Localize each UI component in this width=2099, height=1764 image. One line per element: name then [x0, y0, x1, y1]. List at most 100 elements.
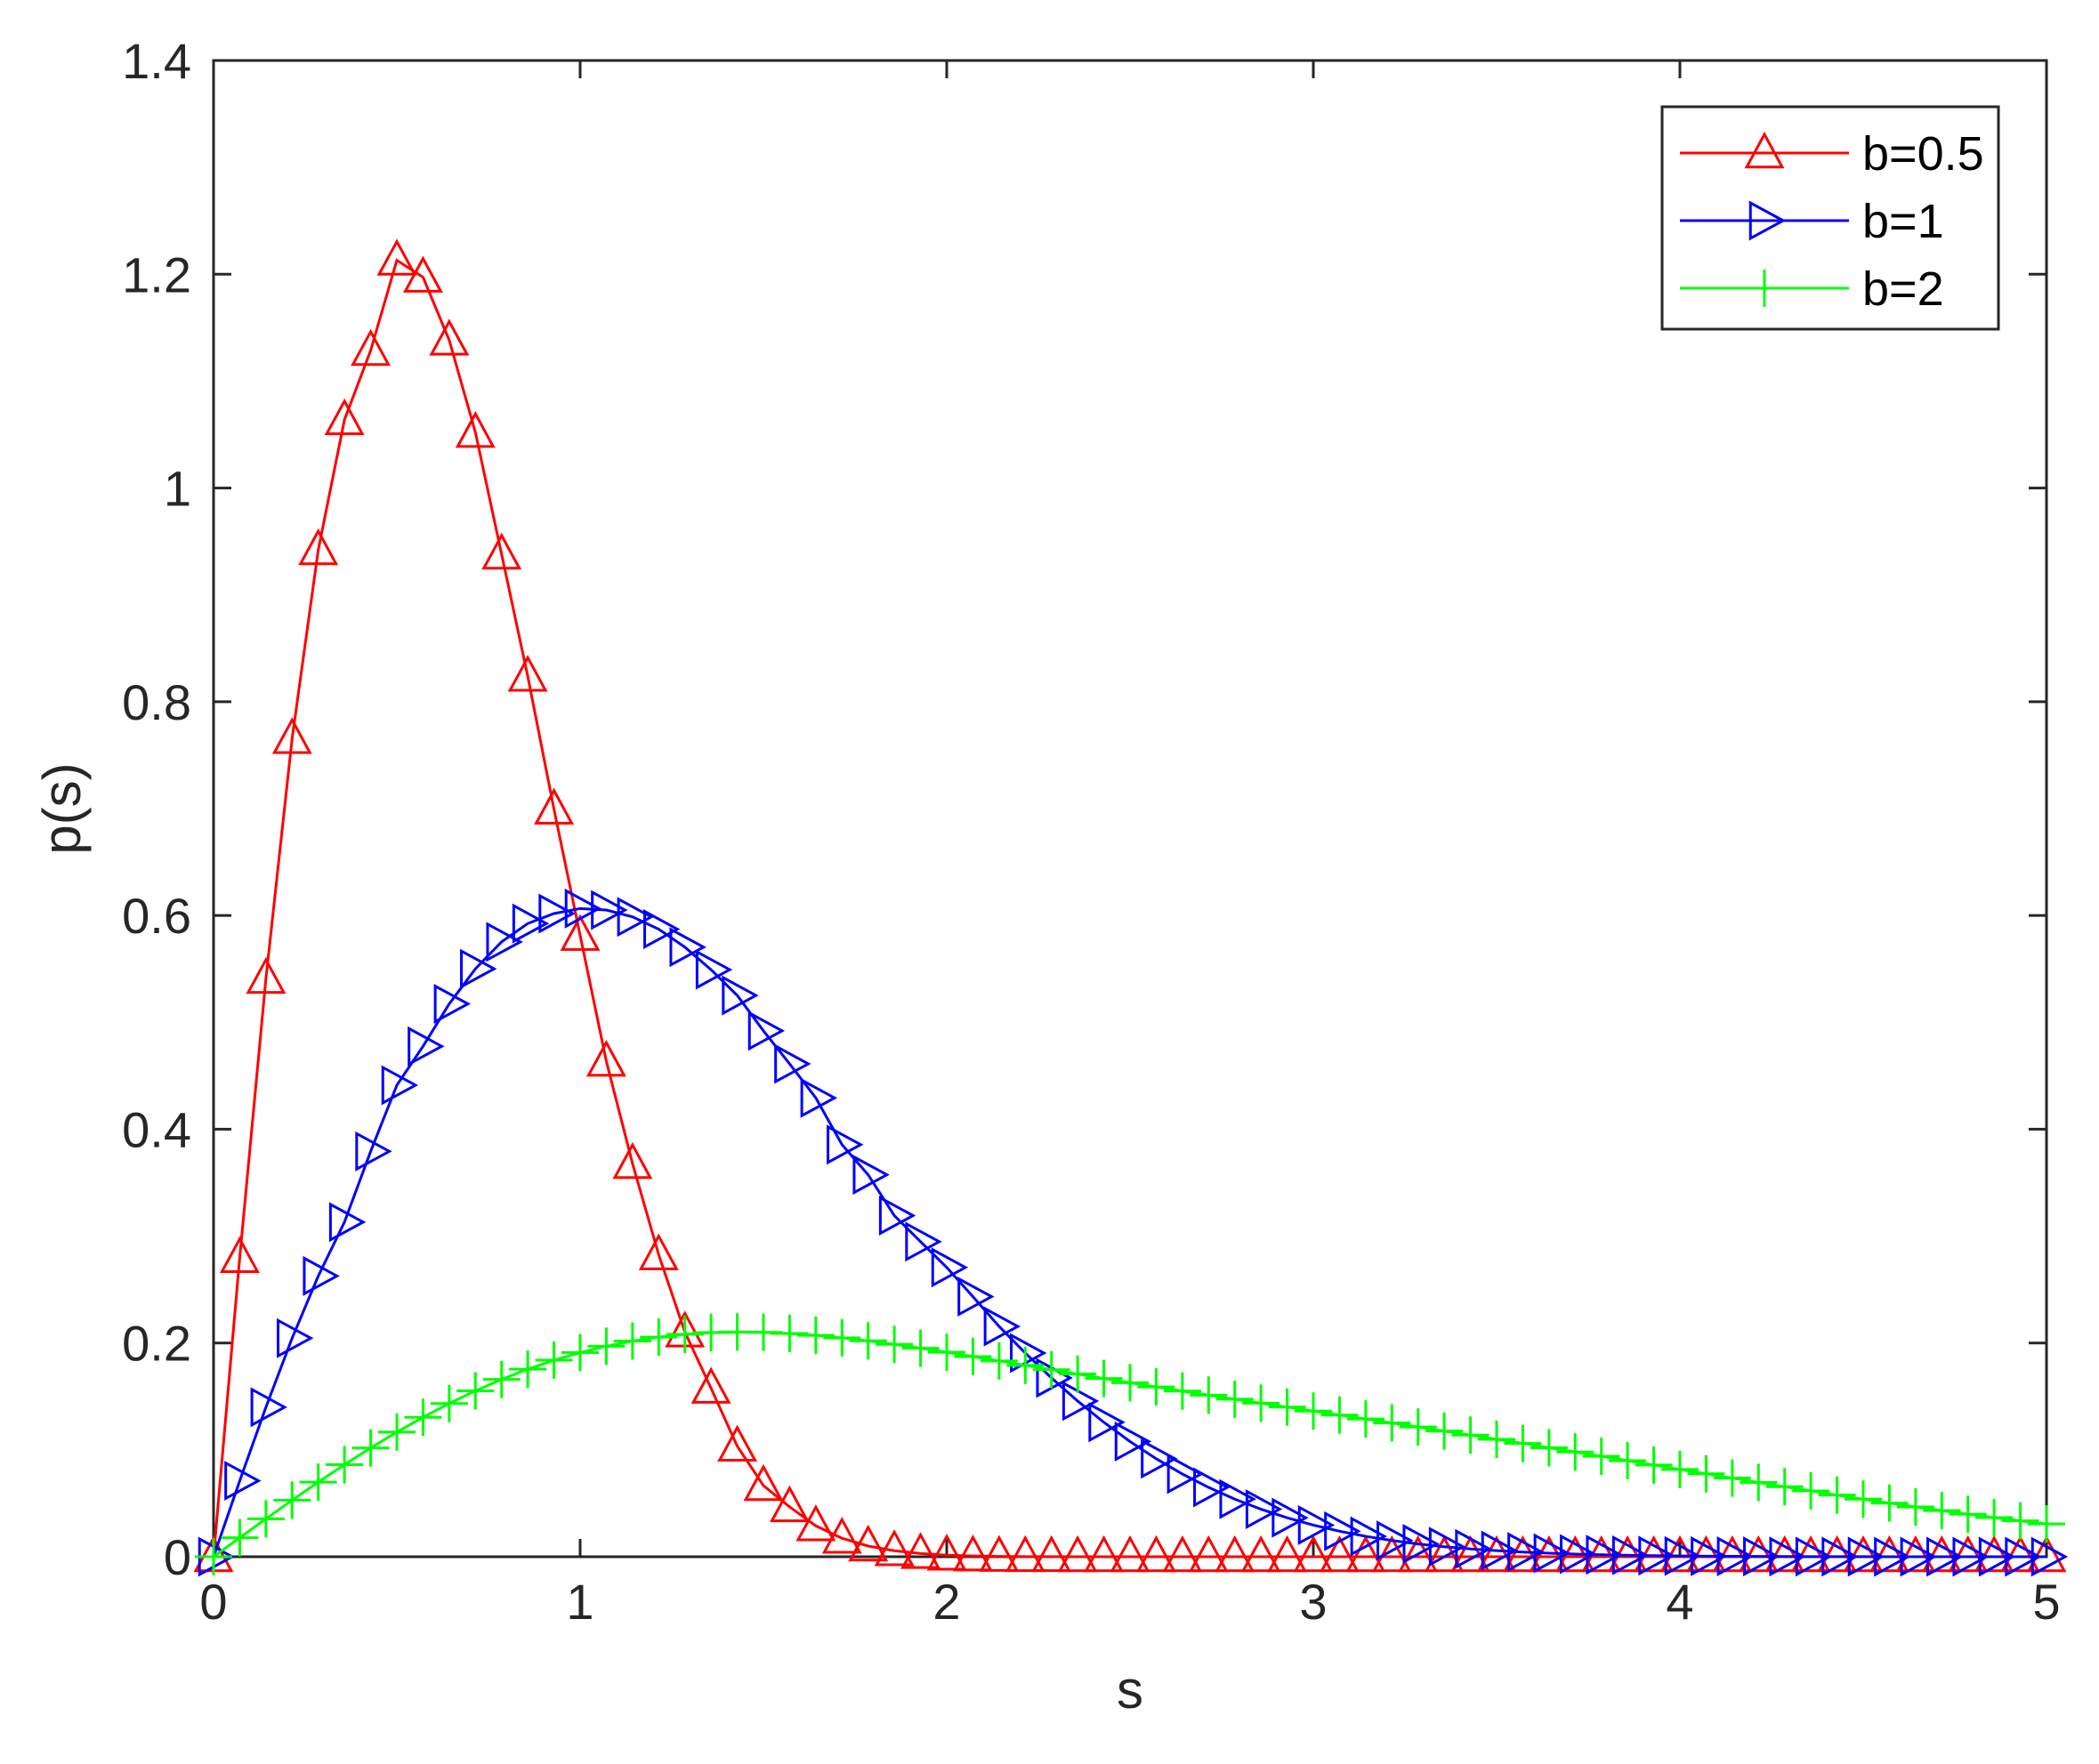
data-point	[848, 1524, 889, 1562]
data-point	[1481, 1530, 1519, 1571]
data-point	[219, 1236, 260, 1273]
data-point	[1293, 1534, 1334, 1573]
data-point	[1162, 1534, 1203, 1573]
data-point	[1324, 1510, 1361, 1551]
data-point	[1743, 1536, 1780, 1577]
data-point	[429, 318, 470, 356]
data-point	[482, 1360, 521, 1398]
data-point	[1350, 1516, 1388, 1557]
data-point	[1245, 1489, 1283, 1530]
data-point	[455, 410, 496, 448]
data-point	[612, 1141, 653, 1180]
x-axis-label: s	[1117, 1660, 1143, 1720]
data-point	[221, 1518, 259, 1557]
data-point	[1057, 1534, 1098, 1573]
data-point	[900, 1532, 941, 1569]
data-point	[1691, 1535, 1728, 1576]
data-point	[743, 1463, 784, 1502]
data-point	[1219, 1478, 1256, 1519]
data-point	[952, 1534, 993, 1572]
data-point	[1609, 1441, 1647, 1479]
data-point	[1373, 1404, 1411, 1442]
data-point	[246, 956, 287, 995]
data-point	[1818, 1476, 1856, 1514]
data-point	[1847, 1536, 1885, 1577]
data-point	[1870, 1484, 1909, 1522]
data-point	[1769, 1536, 1806, 1577]
legend-marker	[1746, 270, 1783, 307]
data-point	[1948, 1534, 1989, 1573]
legend-marker	[1744, 131, 1785, 169]
data-point	[954, 1337, 992, 1375]
data-point	[1137, 1368, 1175, 1406]
data-point	[1530, 1429, 1568, 1467]
y-tick-label: 1	[164, 461, 191, 517]
data-point	[613, 1322, 651, 1360]
data-point	[273, 1481, 311, 1519]
series-b=2	[195, 1313, 2065, 1575]
data-point	[747, 1011, 786, 1051]
data-point	[1921, 1534, 1962, 1573]
data-point	[1845, 1480, 1882, 1518]
data-point	[717, 1424, 758, 1462]
series-layer	[193, 238, 2069, 1577]
data-point	[876, 1325, 914, 1364]
axis-ticks: 0 1 2 3 4 5 0 0.2 0.4 0.6 0.8 1 1.2 1.4	[122, 33, 2060, 1630]
data-point	[585, 1039, 626, 1077]
data-point	[512, 903, 550, 944]
data-point	[404, 1398, 442, 1437]
data-point	[1476, 1534, 1517, 1573]
data-point	[1135, 1534, 1176, 1573]
legend-item: b=2	[1680, 262, 1944, 316]
y-tick-label: 0.8	[122, 674, 191, 730]
data-point	[1795, 1536, 1833, 1577]
y-tick-label: 0.4	[122, 1101, 191, 1157]
data-point	[1821, 1536, 1859, 1577]
data-point	[1713, 1459, 1751, 1497]
data-point	[2005, 1536, 2042, 1577]
data-point	[1900, 1536, 1938, 1577]
data-point	[538, 893, 576, 934]
data-point	[2026, 1534, 2067, 1573]
y-axis-label: p(s)	[32, 762, 92, 854]
data-point	[507, 655, 548, 692]
data-point	[1560, 1534, 1597, 1575]
data-point	[1188, 1534, 1229, 1573]
data-point	[1507, 1532, 1545, 1573]
data-point	[823, 1318, 861, 1357]
data-point	[376, 238, 417, 276]
data-point	[1111, 1364, 1149, 1402]
data-point	[874, 1529, 915, 1567]
y-tick-label: 0.6	[122, 888, 191, 944]
data-point	[1635, 1446, 1673, 1484]
data-point	[2000, 1534, 2041, 1573]
data-point	[878, 1196, 916, 1236]
data-point	[1297, 1504, 1336, 1545]
data-point	[246, 1500, 285, 1538]
data-point	[1586, 1534, 1623, 1575]
legend: b=0.5 b=1 b=2	[1660, 105, 2000, 331]
data-point	[774, 1043, 811, 1084]
data-point	[1345, 1534, 1386, 1573]
series-b=0.5	[193, 238, 2067, 1573]
data-point	[1006, 1346, 1045, 1384]
data-point	[1638, 1535, 1675, 1576]
data-point	[1062, 1381, 1100, 1422]
data-point	[1005, 1534, 1045, 1573]
x-tick-label: 1	[566, 1574, 593, 1630]
data-point	[980, 1341, 1018, 1380]
data-point	[1084, 1534, 1125, 1573]
legend-label: b=0.5	[1862, 127, 1984, 181]
data-point	[535, 1341, 573, 1380]
data-point	[271, 717, 312, 754]
data-point	[351, 1429, 390, 1467]
data-point	[2001, 1502, 2039, 1540]
legend-item: b=1	[1680, 195, 1944, 248]
data-point	[328, 1202, 367, 1243]
data-point	[1295, 1392, 1332, 1430]
data-point	[827, 1124, 864, 1165]
data-point	[1716, 1536, 1755, 1576]
data-point	[821, 1517, 862, 1554]
data-point	[1190, 1376, 1228, 1414]
data-point	[1687, 1454, 1725, 1493]
